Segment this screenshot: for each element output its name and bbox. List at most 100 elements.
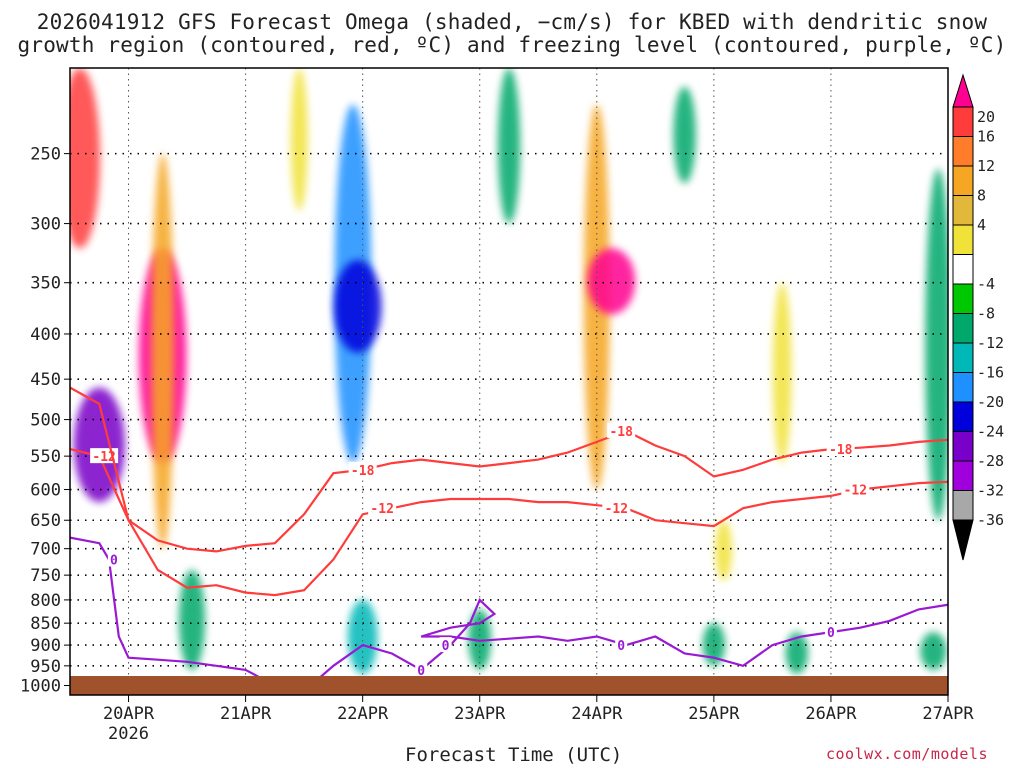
contour-label-bg [107, 551, 120, 567]
omega-feature-0 [70, 68, 100, 249]
y-tick-label-1000: 1000 [20, 677, 61, 697]
x-tick-label-20APR: 20APR [103, 704, 155, 724]
contour-label--12-2: -12 [844, 484, 867, 499]
contour-label-bg [824, 624, 837, 640]
contour-label-bg [415, 661, 428, 677]
omega-shading-layer [70, 68, 948, 674]
colorbar-segment-1 [952, 106, 974, 137]
colorbar-label--20: -20 [977, 393, 1004, 411]
colorbar-segment-14 [952, 490, 974, 521]
colorbar-top-triangle [952, 73, 974, 108]
colorbar-label-20: 20 [977, 108, 995, 126]
colorbar-label--24: -24 [977, 423, 1004, 441]
contour-label--12-1: -12 [605, 502, 628, 517]
contour-label--18-1: -18 [351, 464, 375, 479]
y-axis: 2503003504004505005506006507007508008509… [20, 145, 70, 697]
colorbar-label--4: -4 [977, 275, 995, 293]
colorbar-label--8: -8 [977, 305, 995, 323]
ground-surface [70, 676, 948, 695]
y-tick-label-500: 500 [30, 411, 61, 431]
colorbar-label-4: 4 [977, 216, 986, 234]
colorbar-segment-2 [952, 136, 974, 167]
chart-title-line1: 2026041912 GFS Forecast Omega (shaded, −… [36, 10, 988, 34]
chart-title-line2: growth region (contoured, red, ºC) and f… [17, 33, 1007, 57]
contour-label-bg [602, 500, 631, 516]
x-tick-label-23APR: 23APR [454, 704, 506, 724]
contour-line--12 [70, 386, 948, 597]
x-axis: 20APR 21APR 22APR 23APR 24APR 25APR 26APR 27APR… [103, 695, 974, 744]
colorbar: 20 16 12 8 4 -4 -8 -12 -16 -20 -24 -28 -32 -36 [952, 73, 1004, 561]
y-tick-label-700: 700 [30, 540, 61, 560]
contour-label--18-3: -18 [829, 443, 853, 458]
colorbar-segment-12 [952, 431, 974, 462]
plot-frame [69, 67, 949, 696]
x-tick-label-25APR: 25APR [688, 704, 740, 724]
omega-feature-8 [587, 248, 636, 315]
contour-label-0-0: 0 [110, 553, 118, 568]
colorbar-segment-11 [952, 401, 974, 432]
x-year-label: 2026 [108, 724, 149, 744]
contour-line-0 [70, 536, 948, 693]
contour-label-bg [368, 500, 397, 516]
y-tick-label-950: 950 [30, 657, 61, 677]
contour-label-bg [439, 637, 452, 653]
colorbar-label--16: -16 [977, 364, 1004, 382]
contour-label-bg [841, 481, 870, 497]
colorbar-label-16: 16 [977, 128, 995, 146]
omega-feature-18 [785, 632, 808, 674]
colorbar-label-8: 8 [977, 187, 986, 205]
colorbar-segment-7 [952, 283, 974, 314]
y-tick-label-300: 300 [30, 215, 61, 235]
x-tick-label-26APR: 26APR [805, 704, 857, 724]
omega-feature-13 [772, 282, 792, 464]
watermark: coolwx.com/models [826, 745, 989, 763]
contour-label-bg [615, 637, 628, 653]
omega-feature-6 [290, 68, 308, 211]
contour-label-bg [348, 461, 377, 477]
y-tick-label-750: 750 [30, 566, 61, 586]
colorbar-segment-13 [952, 460, 974, 491]
y-tick-label-400: 400 [30, 325, 61, 345]
y-tick-label-250: 250 [30, 145, 61, 165]
omega-feature-11 [347, 599, 378, 674]
contour-label-0-1: 0 [417, 664, 425, 679]
plot-grid [70, 68, 948, 695]
omega-feature-3 [151, 153, 174, 549]
y-tick-label-350: 350 [30, 274, 61, 294]
colorbar-label--12: -12 [977, 334, 1004, 352]
colorbar-segment-9 [952, 342, 974, 373]
contour-label-0-2: 0 [442, 639, 450, 654]
colorbar-segment-6 [952, 254, 974, 285]
colorbar-label--36: -36 [977, 511, 1004, 529]
contour-label-0-3: 0 [617, 639, 625, 654]
x-tick-label-24APR: 24APR [571, 704, 623, 724]
contour-layer: -12 -18 -18 -18 -12 -12 -12 0 0 0 0 0 [70, 386, 948, 693]
omega-feature-14 [925, 168, 948, 521]
contour-label-0-4: 0 [827, 626, 835, 641]
y-tick-label-650: 650 [30, 511, 61, 531]
contour-line--18 [70, 429, 948, 553]
x-axis-title: Forecast Time (UTC) [405, 744, 623, 766]
x-tick-label-21APR: 21APR [220, 704, 272, 724]
contour-label-bg [607, 422, 636, 438]
omega-feature-1 [73, 387, 125, 503]
y-tick-label-850: 850 [30, 614, 61, 634]
contour-label--12-0: -12 [370, 502, 393, 517]
omega-feature-16 [673, 86, 696, 184]
colorbar-segment-4 [952, 195, 974, 226]
colorbar-label--28: -28 [977, 452, 1004, 470]
omega-feature-9 [497, 68, 521, 224]
colorbar-bottom-triangle [952, 519, 974, 561]
contour-label-bg [826, 441, 855, 457]
contour-label--18-0: -12 [92, 450, 115, 465]
x-tick-label-22APR: 22APR [337, 704, 389, 724]
y-tick-label-900: 900 [30, 636, 61, 656]
y-tick-label-800: 800 [30, 591, 61, 611]
colorbar-segment-5 [952, 224, 974, 255]
x-tick-label-27APR: 27APR [922, 704, 974, 724]
y-tick-label-550: 550 [30, 447, 61, 467]
contour-label--18-2: -18 [609, 425, 633, 440]
colorbar-segment-8 [952, 313, 974, 344]
omega-feature-15 [920, 632, 947, 670]
